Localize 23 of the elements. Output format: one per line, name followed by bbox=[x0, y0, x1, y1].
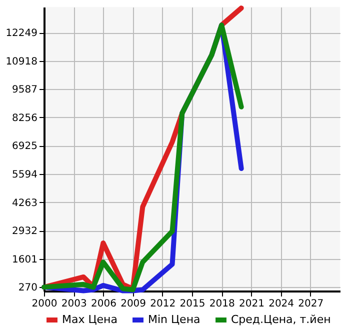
x-tick-label: 2015 bbox=[180, 298, 206, 310]
y-tick-label: 4263 bbox=[12, 198, 38, 209]
y-tick-label: 1601 bbox=[12, 254, 38, 266]
x-tick-label: 2009 bbox=[120, 298, 146, 310]
x-tick-label: 2021 bbox=[238, 298, 264, 310]
legend-label: Max Цена bbox=[62, 313, 118, 326]
x-tick-label: 2006 bbox=[90, 298, 116, 310]
x-tick-label: 2018 bbox=[209, 298, 235, 310]
x-tick-label: 2024 bbox=[268, 298, 294, 310]
x-tick-label: 2012 bbox=[150, 298, 176, 310]
y-tick-label: 2932 bbox=[12, 226, 38, 238]
y-tick-label: 12249 bbox=[6, 28, 38, 40]
y-tick-label: 5594 bbox=[12, 170, 38, 180]
y-tick-label: 10918 bbox=[6, 56, 38, 68]
x-tick-label: 2027 bbox=[298, 298, 324, 310]
x-tick-label: 2003 bbox=[61, 298, 87, 310]
y-tick-label: 6925 bbox=[12, 141, 38, 152]
y-tick-label: 270 bbox=[18, 282, 38, 294]
legend-label: Сред.Цена, т.йен bbox=[231, 313, 331, 326]
y-tick-label: 9587 bbox=[12, 84, 38, 96]
legend-label: Min Цена bbox=[148, 313, 200, 326]
x-tick-label: 2000 bbox=[32, 298, 58, 310]
y-tick-label: 8256 bbox=[12, 112, 38, 124]
